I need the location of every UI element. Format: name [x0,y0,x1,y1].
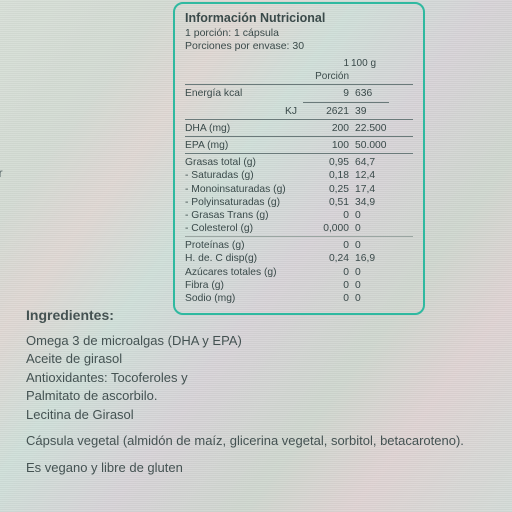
table-row: KJ 2621 39 [185,105,413,118]
vegan-note: Es vegano y libre de gluten [26,459,486,477]
row-value-100g: 50.000 [351,139,393,152]
row-value-portion: 0 [307,209,349,222]
ingredient-line: Antioxidantes: Tocoferoles y [26,369,486,387]
table-row: Energía kcal 9 636 [185,87,413,100]
edge-text-fragment: or [0,166,3,180]
col-header-portion: 1 Porción [307,58,349,84]
table-row: Fibra (g) 0 0 [185,279,413,292]
row-value-100g: 22.500 [351,122,393,135]
row-value-portion: 0 [307,266,349,279]
row-value-portion: 0 [307,292,349,305]
table-row: Sodio (mg) 0 0 [185,292,413,305]
page: or Información Nutricional 1 porción: 1 … [0,0,512,512]
row-value-portion: 0 [307,239,349,252]
column-headers: 1 Porción 100 g [185,58,413,84]
row-label: EPA (mg) [185,139,305,152]
row-label: - Saturadas (g) [185,169,305,182]
row-value-portion: 100 [307,139,349,152]
row-value-100g: 0 [351,209,393,222]
row-label: - Polyinsaturadas (g) [185,196,305,209]
row-label: Energía kcal [185,87,305,100]
row-value-portion: 0,95 [307,156,349,169]
row-value-100g: 0 [351,292,393,305]
table-row: - Saturadas (g) 0,18 12,4 [185,169,413,182]
table-row: Grasas total (g) 0,95 64,7 [185,156,413,169]
row-value-portion: 0,000 [307,222,349,235]
row-value-100g: 64,7 [351,156,393,169]
row-value-100g: 0 [351,222,393,235]
rule-segment [303,102,389,103]
ingredients-title: Ingredientes: [26,306,486,326]
row-label: Grasas total (g) [185,156,305,169]
row-value-portion: 0,18 [307,169,349,182]
row-value-portion: 0,25 [307,183,349,196]
table-row: DHA (mg) 200 22.500 [185,122,413,135]
rule [185,236,413,237]
capsule-line: Cápsula vegetal (almidón de maíz, glicer… [26,432,486,450]
row-label: Proteínas (g) [185,239,305,252]
row-label: DHA (mg) [185,122,305,135]
row-label: Fibra (g) [185,279,305,292]
ingredients-section: Ingredientes: Omega 3 de microalgas (DHA… [26,306,486,477]
table-row: - Grasas Trans (g) 0 0 [185,209,413,222]
row-value-portion: 0 [307,279,349,292]
row-label: Sodio (mg) [185,292,305,305]
table-row: H. de. C disp(g) 0,24 16,9 [185,252,413,265]
row-label: KJ [185,105,305,118]
table-row: Proteínas (g) 0 0 [185,239,413,252]
row-value-100g: 16,9 [351,252,393,265]
table-row: Azúcares totales (g) 0 0 [185,266,413,279]
table-row: EPA (mg) 100 50.000 [185,139,413,152]
col-header-100g: 100 g [351,58,393,84]
row-value-100g: 12,4 [351,169,393,182]
row-value-100g: 636 [351,87,393,100]
row-value-portion: 0,24 [307,252,349,265]
ingredient-line: Palmitato de ascorbilo. [26,387,486,405]
row-value-100g: 0 [351,279,393,292]
row-value-100g: 0 [351,239,393,252]
row-value-portion: 0,51 [307,196,349,209]
servings-per-container: Porciones por envase: 30 [185,40,413,53]
row-value-100g: 39 [351,105,393,118]
row-label: Azúcares totales (g) [185,266,305,279]
row-label: H. de. C disp(g) [185,252,305,265]
table-row: - Polyinsaturadas (g) 0,51 34,9 [185,196,413,209]
ingredient-line: Omega 3 de microalgas (DHA y EPA) [26,332,486,350]
row-value-100g: 17,4 [351,183,393,196]
row-value-portion: 9 [307,87,349,100]
serving-size: 1 porción: 1 cápsula [185,27,413,40]
row-value-portion: 200 [307,122,349,135]
ingredient-line: Lecitina de Girasol [26,406,486,424]
row-label: - Colesterol (g) [185,222,305,235]
nutrition-title: Información Nutricional [185,10,413,26]
rule [185,84,413,85]
ingredient-line: Aceite de girasol [26,350,486,368]
table-row: - Monoinsaturadas (g) 0,25 17,4 [185,183,413,196]
rule [185,119,413,120]
row-value-100g: 0 [351,266,393,279]
table-row: - Colesterol (g) 0,000 0 [185,222,413,235]
row-value-100g: 34,9 [351,196,393,209]
nutrition-facts-panel: Información Nutricional 1 porción: 1 cáp… [173,2,425,315]
rule [185,153,413,154]
row-value-portion: 2621 [307,105,349,118]
row-label: - Monoinsaturadas (g) [185,183,305,196]
row-label: - Grasas Trans (g) [185,209,305,222]
rule [185,136,413,137]
